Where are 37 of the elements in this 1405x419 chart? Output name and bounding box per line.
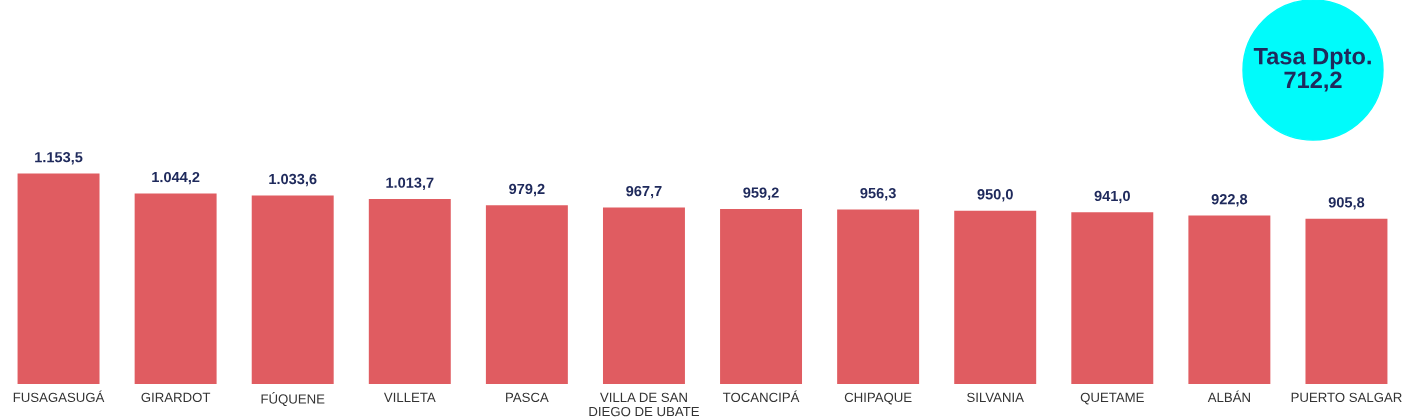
data-label: 979,2 — [509, 183, 545, 197]
data-label: 967,7 — [626, 185, 662, 199]
data-label: 922,8 — [1211, 194, 1248, 207]
x-tick-label: QUETAME — [1080, 392, 1144, 405]
x-tick-label: PUERTO SALGAR — [1291, 392, 1402, 403]
bar — [720, 208, 803, 384]
x-tick-label: PASCA — [506, 392, 549, 403]
bar — [368, 199, 451, 384]
data-label: 905,8 — [1328, 197, 1365, 210]
data-label: 950,0 — [977, 189, 1013, 202]
bar — [954, 210, 1037, 384]
x-tick-label: TOCANCIPÁ — [722, 390, 800, 403]
x-tick-label: GIRARDOT — [141, 392, 211, 403]
x-tick-label: VILLETA — [383, 392, 436, 402]
x-tick-label: FUSAGASUGÁ — [13, 390, 105, 403]
x-tick-label: VILLA DE SAN DIEGO DE UBATE — [589, 392, 699, 417]
data-label: 1.044,2 — [152, 171, 200, 185]
bar — [837, 209, 920, 384]
bar — [1188, 215, 1271, 384]
x-tick-label: CHIPAQUE — [844, 392, 912, 405]
text: Tasa Dpto. 712,2 — [1253, 48, 1371, 92]
data-label: 1.013,7 — [386, 177, 434, 190]
bar — [1071, 212, 1154, 384]
bar — [485, 205, 568, 384]
data-label: 1.033,6 — [269, 173, 317, 187]
data-label: 956,3 — [860, 187, 896, 201]
x-tick-label: ALBÁN — [1207, 390, 1250, 402]
bar — [17, 173, 100, 384]
bar — [134, 193, 217, 384]
data-label: 941,0 — [1094, 190, 1130, 204]
data-label: 959,2 — [743, 187, 779, 200]
x-tick-label: SILVANIA — [967, 392, 1024, 403]
bar — [602, 207, 685, 384]
x-tick-label: FÚQUENE — [261, 392, 325, 407]
data-label: 1.153,5 — [35, 151, 83, 165]
bar — [1305, 218, 1388, 384]
bar — [251, 195, 334, 384]
